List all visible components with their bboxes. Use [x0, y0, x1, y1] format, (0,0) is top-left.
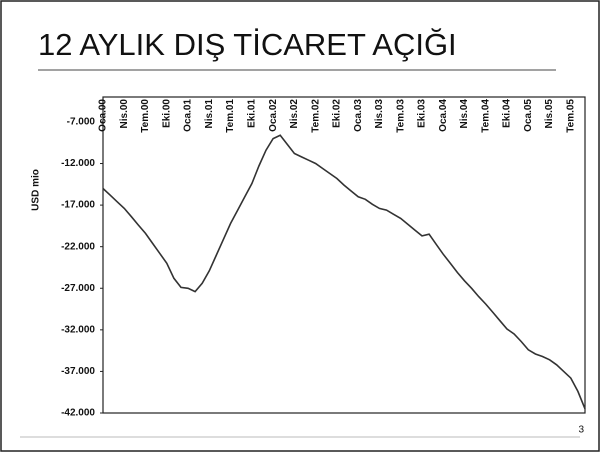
y-tick-label: -12.000	[61, 158, 95, 169]
chart-title: 12 AYLIK DIŞ TİCARET AÇIĞI	[38, 27, 457, 62]
x-tick-label: Tem.01	[225, 99, 236, 133]
x-tick-label: Oca.04	[438, 99, 449, 132]
x-tick-label: Oca.02	[268, 99, 279, 132]
y-tick-label: -32.000	[61, 324, 95, 335]
y-axis-label: USD mio	[31, 169, 42, 211]
x-tick-label: Nis.03	[374, 99, 385, 129]
x-tick-label: Eki.04	[502, 99, 513, 128]
page-number: 3	[578, 425, 584, 436]
y-tick-label: -27.000	[61, 283, 95, 294]
x-tick-label: Tem.05	[565, 99, 576, 133]
x-tick-label: Nis.05	[544, 99, 555, 129]
x-tick-label: Eki.01	[246, 99, 257, 128]
x-tick-label: Tem.04	[480, 99, 491, 133]
x-tick-label: Nis.04	[459, 99, 470, 129]
x-tick-label: Oca.05	[523, 99, 534, 132]
y-tick-label: -22.000	[61, 241, 95, 252]
x-tick-label: Oca.00	[98, 99, 109, 132]
x-tick-label: Eki.02	[332, 99, 343, 128]
x-tick-label: Eki.03	[417, 99, 428, 128]
x-tick-label: Tem.00	[140, 99, 151, 133]
y-tick-label: -37.000	[61, 366, 95, 377]
y-tick-label: -7.000	[67, 117, 96, 128]
x-tick-label: Nis.01	[204, 99, 215, 129]
x-tick-label: Nis.02	[289, 99, 300, 129]
x-tick-label: Nis.00	[119, 99, 130, 129]
x-tick-label: Oca.01	[183, 99, 194, 132]
x-tick-label: Tem.02	[310, 99, 321, 133]
y-tick-label: -42.000	[61, 408, 95, 419]
data-line	[102, 134, 586, 410]
plot-frame	[102, 96, 586, 414]
x-tick-label: Tem.03	[395, 99, 406, 133]
y-tick-label: -17.000	[61, 200, 95, 211]
x-tick-label: Oca.03	[353, 99, 364, 132]
x-tick-label: Eki.00	[161, 99, 172, 128]
